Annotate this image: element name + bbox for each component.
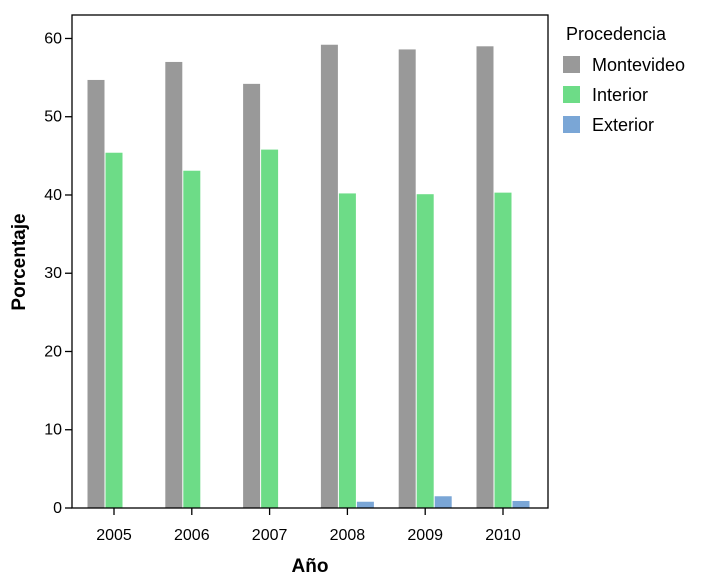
bar-interior-2009 — [416, 194, 434, 508]
plot-frame — [71, 14, 549, 509]
bar-interior-2006 — [183, 170, 201, 508]
x-tick-label: 2010 — [485, 527, 521, 544]
x-tick-label: 2008 — [330, 527, 366, 544]
bar-montevideo-2005 — [87, 79, 105, 508]
x-axis-ticks: 2005 2006 2007 2008 2009 2010 — [96, 508, 521, 544]
y-tick-label: 50 — [44, 109, 62, 126]
y-tick-label: 0 — [53, 500, 62, 517]
legend-label-montevideo: Montevideo — [592, 55, 685, 75]
bar-exterior-2009 — [434, 496, 452, 508]
x-axis-title: Año — [292, 556, 329, 577]
y-axis-ticks: 0 10 20 30 40 50 60 — [44, 30, 72, 517]
legend-label-interior: Interior — [592, 85, 648, 105]
bar-interior-2008 — [338, 193, 356, 508]
bar-interior-2005 — [105, 152, 123, 508]
bar-montevideo-2007 — [243, 83, 261, 508]
y-tick-label: 20 — [44, 343, 62, 360]
y-tick-label: 10 — [44, 422, 62, 439]
legend-label-exterior: Exterior — [592, 115, 654, 135]
bar-exterior-2008 — [356, 501, 374, 508]
x-tick-label: 2009 — [407, 527, 443, 544]
legend-swatch-exterior — [563, 116, 580, 133]
legend-title: Procedencia — [566, 24, 667, 44]
legend: Procedencia Montevideo Interior Exterior — [563, 24, 685, 135]
bar-interior-2007 — [261, 149, 279, 508]
y-tick-label: 60 — [44, 30, 62, 47]
y-axis-title: Porcentaje — [9, 213, 30, 310]
y-tick-label: 30 — [44, 265, 62, 282]
y-tick-label: 40 — [44, 187, 62, 204]
x-tick-label: 2006 — [174, 527, 210, 544]
bars — [87, 44, 530, 509]
legend-swatch-interior — [563, 86, 580, 103]
x-tick-label: 2005 — [96, 527, 132, 544]
bar-exterior-2010 — [512, 500, 530, 508]
x-tick-label: 2007 — [252, 527, 288, 544]
bar-montevideo-2010 — [476, 46, 494, 509]
bar-montevideo-2008 — [320, 44, 338, 508]
bar-montevideo-2006 — [165, 61, 183, 508]
bar-interior-2010 — [494, 192, 512, 508]
bar-montevideo-2009 — [398, 49, 416, 508]
legend-swatch-montevideo — [563, 56, 580, 73]
